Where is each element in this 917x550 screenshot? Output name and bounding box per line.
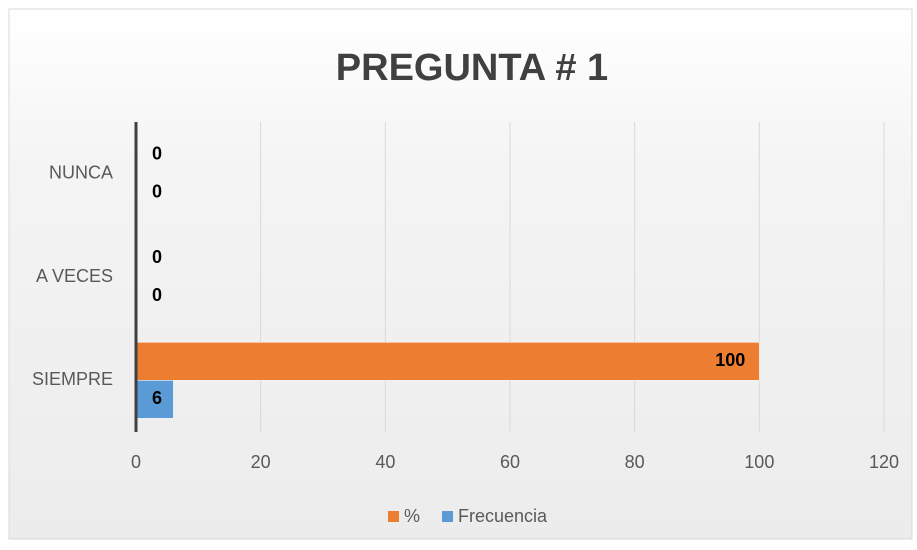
bar <box>135 342 760 381</box>
chart-background <box>8 8 913 540</box>
y-tick-label: SIEMPRE <box>32 369 113 389</box>
x-tick-label: 40 <box>375 452 395 472</box>
legend-swatch <box>388 511 399 522</box>
y-tick-label: NUNCA <box>49 162 113 182</box>
data-label: 0 <box>152 285 162 305</box>
x-tick-label: 20 <box>251 452 271 472</box>
x-tick-label: 100 <box>744 452 774 472</box>
legend-swatch <box>442 511 454 522</box>
x-tick-label: 60 <box>500 452 520 472</box>
x-tick-label: 80 <box>625 452 645 472</box>
bar <box>135 380 174 419</box>
x-tick-label: 120 <box>869 452 899 472</box>
legend-label: % <box>404 506 420 526</box>
x-tick-label: 0 <box>131 452 141 472</box>
data-label: 0 <box>152 247 162 267</box>
data-label: 6 <box>152 388 162 408</box>
data-label: 100 <box>715 350 745 370</box>
y-tick-label: A VECES <box>36 266 113 286</box>
data-label: 0 <box>152 181 162 201</box>
legend-label: Frecuencia <box>458 506 548 526</box>
chart-title: PREGUNTA # 1 <box>336 47 608 89</box>
data-label: 0 <box>152 143 162 163</box>
